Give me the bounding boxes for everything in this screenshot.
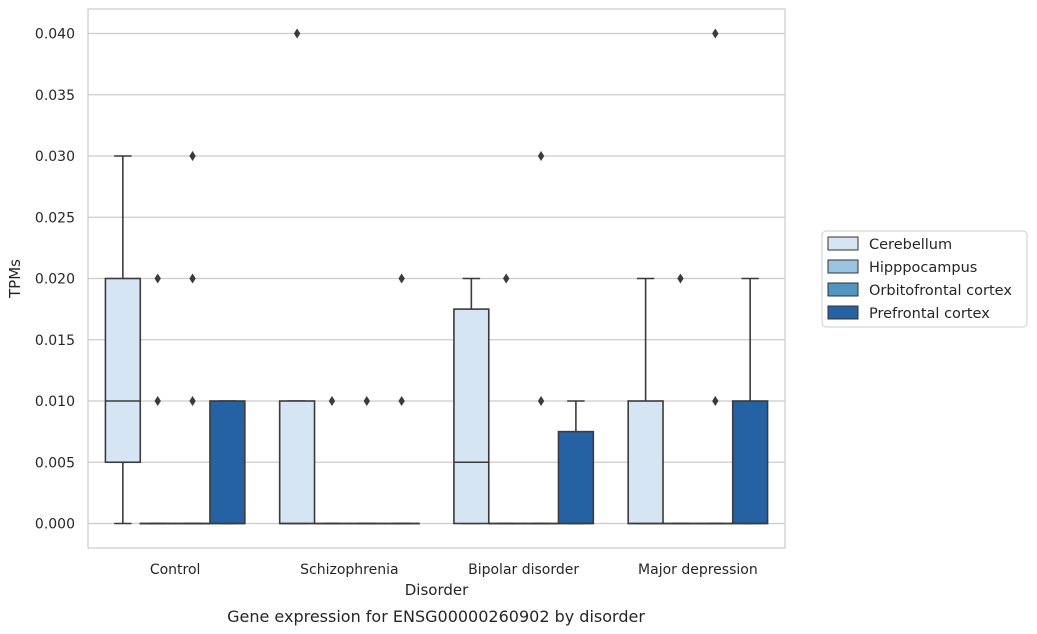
box-3-0: [209, 400, 246, 525]
legend-swatch: [827, 259, 859, 274]
box-2-2: [522, 151, 560, 525]
x-tick-label: Major depression: [638, 562, 758, 578]
y-tick-label: 0.040: [35, 27, 75, 43]
flier-point: [154, 273, 161, 284]
legend-swatch: [827, 305, 859, 320]
box-body: [104, 277, 142, 464]
legend-swatch: [827, 236, 859, 251]
x-tick-label: Schizophrenia: [300, 562, 398, 578]
x-tick-label: Control: [150, 562, 201, 578]
x-tick-label: Bipolar disorder: [468, 562, 579, 578]
y-tick-label: 0.030: [35, 149, 75, 165]
y-tick-label: 0.010: [35, 394, 75, 410]
y-axis-ticks: 0.000 0.005 0.010 0.015 0.020 0.025 0.030 0.035…: [35, 27, 75, 533]
box-0-0: [104, 155, 142, 525]
legend: Cerebellum Hipppocampus Orbitofrontal cort…: [821, 230, 1028, 328]
box-0-2: [453, 277, 490, 525]
flier-point: [712, 396, 719, 406]
box-3-2: [557, 400, 595, 525]
flier-point: [189, 396, 196, 406]
box-groups: [104, 28, 769, 525]
box-body: [557, 430, 595, 525]
y-tick-label: 0.000: [35, 517, 75, 533]
y-tick-label: 0.025: [35, 210, 75, 226]
flier-point: [537, 396, 545, 406]
y-axis-label: TPMs: [6, 259, 24, 299]
box-1-0: [139, 273, 176, 525]
box-body: [731, 400, 769, 525]
gridlines: [88, 32, 785, 525]
flier-point: [189, 151, 196, 161]
flier-point: [328, 396, 336, 406]
box-1-1: [313, 396, 351, 525]
box-2-0: [174, 151, 211, 525]
box-0-3: [627, 277, 664, 525]
flier-point: [712, 28, 719, 39]
box-body: [209, 400, 246, 525]
plot-frame: [87, 8, 786, 549]
y-tick-label: 0.020: [35, 272, 75, 288]
flier-point: [398, 396, 405, 406]
box-body: [627, 400, 664, 525]
box-2-3: [697, 28, 734, 525]
chart-caption: Gene expression for ENSG00000260902 by d…: [227, 607, 645, 626]
y-tick-label: 0.005: [35, 455, 75, 471]
legend-entry: Hipppocampus: [869, 260, 977, 276]
y-tick-label: 0.015: [35, 333, 75, 349]
box-1-2: [487, 273, 525, 525]
x-axis-ticks: Control Schizophrenia Bipolar disorder Majo…: [150, 562, 758, 578]
legend-entry: Orbitofrontal cortex: [869, 283, 1012, 299]
box-3-3: [731, 277, 769, 525]
legend-frame: [821, 230, 1028, 328]
box-3-1: [383, 273, 420, 525]
flier-point: [293, 28, 301, 39]
box-1-3: [662, 273, 699, 525]
box-2-1: [348, 396, 386, 525]
flier-point: [154, 396, 161, 406]
flier-point: [398, 273, 405, 284]
legend-entry: Cerebellum: [869, 237, 952, 253]
legend-entry: Prefrontal cortex: [869, 306, 990, 322]
y-tick-label: 0.035: [35, 88, 75, 104]
flier-point: [363, 396, 370, 406]
flier-point: [677, 273, 684, 284]
flier-point: [537, 151, 545, 161]
legend-swatch: [827, 282, 859, 297]
box-body: [453, 308, 490, 525]
x-axis-label: Disorder: [405, 581, 469, 599]
flier-point: [503, 273, 510, 284]
flier-point: [189, 273, 196, 284]
box-0-1: [278, 28, 316, 525]
box-body: [278, 400, 316, 525]
